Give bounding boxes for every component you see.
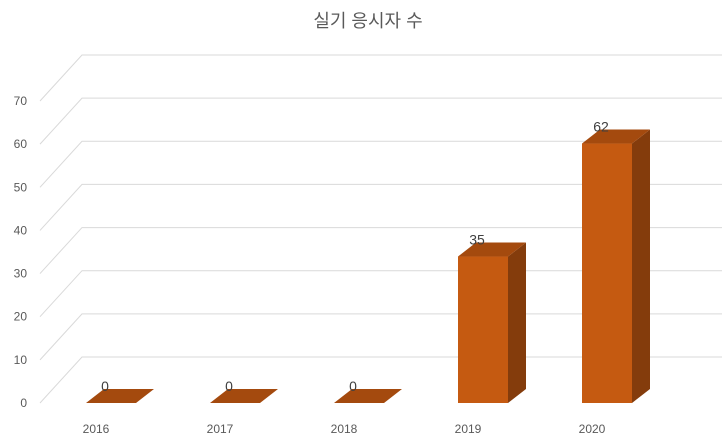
x-tick-label: 2020 bbox=[579, 422, 606, 436]
x-axis: 2016 2017 2018 2019 2020 bbox=[83, 422, 606, 436]
bar-side bbox=[508, 242, 526, 403]
bars bbox=[86, 129, 650, 403]
y-tick-label: 10 bbox=[14, 353, 28, 367]
bar bbox=[210, 389, 278, 403]
bar-front bbox=[582, 143, 632, 403]
bar bbox=[582, 129, 650, 403]
bar-top bbox=[86, 389, 154, 403]
bar-top bbox=[334, 389, 402, 403]
bar-top bbox=[458, 242, 526, 257]
x-tick-label: 2016 bbox=[83, 422, 110, 436]
bar-top bbox=[210, 389, 278, 403]
data-labels: 0 0 0 35 62 bbox=[101, 119, 609, 394]
gridlines bbox=[39, 54, 722, 404]
y-tick-label: 70 bbox=[14, 94, 28, 108]
y-tick-label: 50 bbox=[14, 180, 28, 194]
gridline bbox=[39, 54, 722, 102]
y-tick-label: 20 bbox=[14, 310, 28, 324]
data-label: 0 bbox=[101, 378, 109, 394]
bar bbox=[334, 389, 402, 403]
gridline bbox=[39, 140, 722, 188]
x-tick-label: 2017 bbox=[207, 422, 234, 436]
x-tick-label: 2018 bbox=[331, 422, 358, 436]
chart-title: 실기 응시자 수 bbox=[313, 11, 422, 31]
gridline bbox=[39, 183, 722, 231]
gridline bbox=[39, 97, 722, 145]
bar bbox=[86, 389, 154, 403]
data-label: 0 bbox=[349, 378, 357, 394]
y-tick-label: 30 bbox=[14, 267, 28, 281]
bar-top bbox=[582, 129, 650, 144]
data-label: 62 bbox=[593, 119, 609, 135]
gridline bbox=[39, 227, 722, 274]
y-tick-label: 60 bbox=[14, 137, 28, 151]
bar bbox=[458, 242, 526, 403]
bar-front bbox=[458, 256, 508, 403]
bar-side bbox=[632, 129, 650, 403]
data-label: 35 bbox=[469, 232, 485, 248]
y-tick-label: 40 bbox=[14, 223, 28, 237]
x-tick-label: 2019 bbox=[455, 422, 482, 436]
y-axis: 0 10 20 30 40 50 60 70 bbox=[14, 94, 28, 410]
y-tick-label: 0 bbox=[20, 396, 27, 410]
data-label: 0 bbox=[225, 378, 233, 394]
